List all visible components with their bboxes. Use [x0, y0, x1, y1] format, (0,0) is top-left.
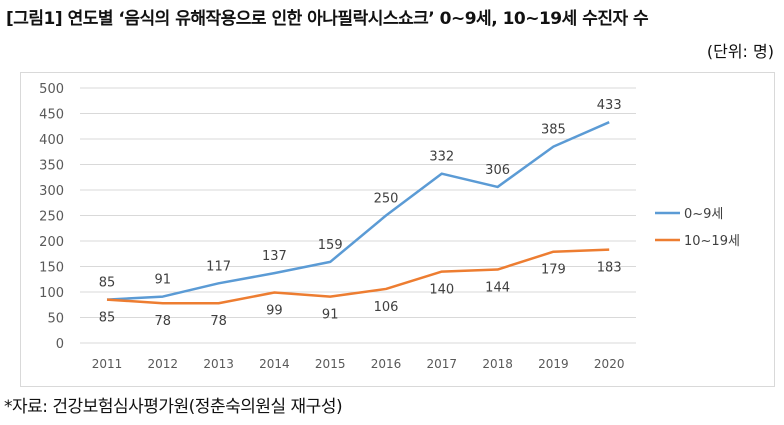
- y-tick-label: 300: [39, 184, 64, 199]
- x-tick-label: 2012: [148, 357, 179, 371]
- data-label: 85: [99, 276, 116, 291]
- data-label: 250: [374, 192, 399, 207]
- data-label: 99: [266, 304, 283, 319]
- chart-frame: [20, 72, 775, 387]
- x-tick-label: 2020: [594, 357, 625, 371]
- data-label: 159: [318, 238, 343, 253]
- y-tick-label: 200: [39, 235, 64, 250]
- x-tick-label: 2015: [315, 357, 346, 371]
- y-tick-label: 350: [39, 159, 64, 174]
- data-label: 91: [322, 308, 339, 323]
- y-tick-label: 250: [39, 210, 64, 225]
- data-label: 91: [155, 273, 172, 288]
- x-tick-label: 2016: [371, 357, 402, 371]
- data-label: 433: [597, 98, 622, 113]
- y-tick-label: 0: [56, 337, 64, 352]
- y-tick-label: 100: [39, 286, 64, 301]
- x-tick-label: 2019: [538, 357, 569, 371]
- data-label: 85: [99, 311, 116, 326]
- x-tick-label: 2017: [427, 357, 458, 371]
- data-label: 106: [374, 300, 399, 315]
- source-note: *자료: 건강보험심사평가원(정춘숙의원실 재구성): [4, 397, 343, 417]
- data-label: 78: [155, 314, 172, 329]
- data-label: 117: [206, 259, 231, 274]
- unit-label: (단위: 명): [706, 42, 774, 61]
- data-label: 179: [541, 263, 566, 278]
- y-tick-label: 500: [39, 82, 64, 97]
- legend-label: 10~19세: [684, 234, 740, 249]
- legend-label: 0~9세: [684, 207, 723, 222]
- y-tick-label: 450: [39, 108, 64, 123]
- data-label: 144: [485, 281, 510, 296]
- series-line-1: [106, 248, 610, 305]
- data-label: 306: [485, 163, 510, 178]
- data-label: 183: [597, 261, 622, 276]
- x-tick-label: 2014: [259, 357, 290, 371]
- x-tick-label: 2013: [203, 357, 234, 371]
- data-label: 137: [262, 249, 287, 264]
- y-tick-label: 150: [39, 261, 64, 276]
- y-tick-label: 400: [39, 133, 64, 148]
- data-label: 385: [541, 123, 566, 138]
- x-tick-label: 2011: [92, 357, 123, 371]
- series-line-0: [106, 121, 610, 301]
- data-label: 140: [429, 283, 454, 298]
- y-tick-label: 50: [47, 312, 64, 327]
- data-label: 332: [429, 150, 454, 165]
- x-tick-label: 2018: [482, 357, 513, 371]
- data-label: 78: [210, 314, 227, 329]
- figure-title: [그림1] 연도별 ‘음식의 유해작용으로 인한 아나필락시스쇼크’ 0~9세,…: [6, 9, 649, 29]
